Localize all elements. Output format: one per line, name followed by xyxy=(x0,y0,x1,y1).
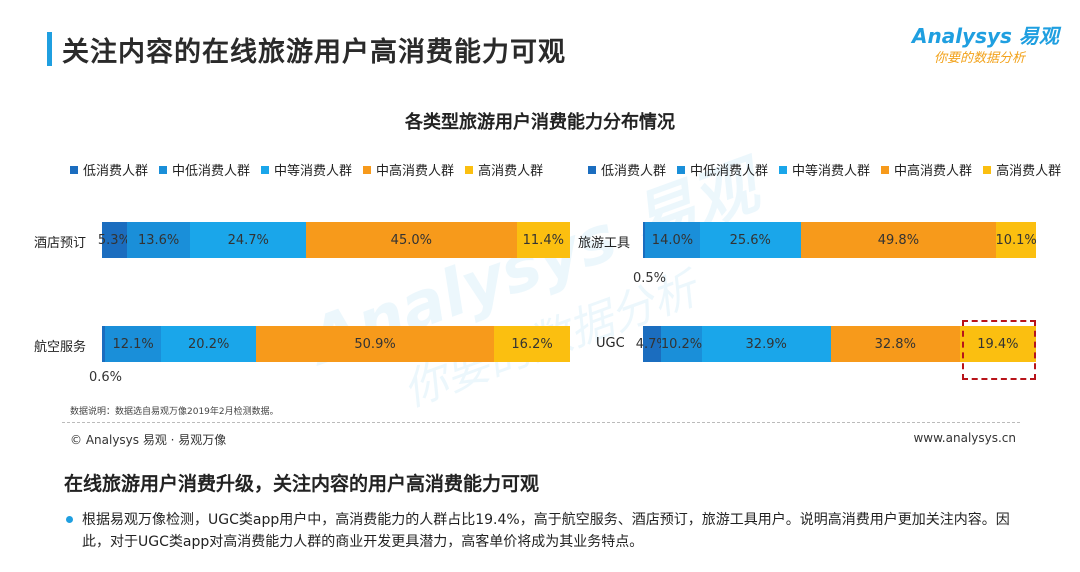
footer-divider xyxy=(62,422,1020,423)
legend-swatch-icon xyxy=(70,165,78,174)
brand-logo: Analysys 易观 你要的数据分析 xyxy=(912,20,1059,68)
bar-row: 5.3% 13.6% 24.7% 45.0% 11.4% xyxy=(98,222,570,258)
bar-row: 4.7% 10.2% 32.9% 32.8% 19.4% xyxy=(636,326,1036,362)
data-label: 10.1% xyxy=(995,232,1037,248)
bar-segment: 50.9% xyxy=(255,326,495,362)
bar-segment: 10.1% xyxy=(995,222,1037,258)
legend-item: 高消费人群 xyxy=(465,160,543,179)
bar-segment: 20.2% xyxy=(161,326,256,362)
bar-segment xyxy=(102,326,105,362)
legend-label: 中低消费人群 xyxy=(690,164,769,179)
legend-swatch-icon xyxy=(465,165,474,174)
legend-item: 中高消费人群 xyxy=(881,160,972,179)
legend-right: 低消费人群 中低消费人群 中等消费人群 中高消费人群 高消费人群 xyxy=(588,160,1072,179)
data-label: 4.7% xyxy=(635,336,669,352)
bar-segment: 14.0% xyxy=(644,222,700,258)
bar-segment: 4.7% xyxy=(636,326,669,362)
bar-segment: 49.8% xyxy=(800,222,997,258)
data-label: 0.5% xyxy=(633,271,667,286)
data-label: 32.9% xyxy=(745,336,787,352)
legend-item: 中等消费人群 xyxy=(779,160,870,179)
legend-label: 中等消费人群 xyxy=(274,164,353,179)
summary-bullet: 根据易观万像检测，UGC类app用户中，高消费能力的人群占比19.4%，高于航空… xyxy=(82,512,1010,550)
logo-main-text: Analysys 易观 xyxy=(912,24,1059,48)
data-note: 数据说明：数据选自易观万像2019年2月检测数据。 xyxy=(70,407,279,417)
data-label: 45.0% xyxy=(390,232,432,248)
bar-row: 14.0% 25.6% 49.8% 10.1% xyxy=(643,222,1037,258)
bar-segment xyxy=(643,222,645,258)
legend-label: 低消费人群 xyxy=(83,164,149,179)
data-label: 25.6% xyxy=(729,232,771,248)
bullet-icon xyxy=(66,516,73,523)
data-label: 19.4% xyxy=(977,336,1019,352)
data-label: 11.4% xyxy=(522,232,564,248)
bar-segment: 45.0% xyxy=(306,222,517,258)
category-label: UGC xyxy=(596,336,625,351)
legend-item: 中等消费人群 xyxy=(261,160,352,179)
watermark-logo: Analysys 易观 你要的数据分析 xyxy=(295,125,840,503)
data-label: 16.2% xyxy=(511,336,553,352)
legend-item: 中高消费人群 xyxy=(363,160,454,179)
category-label: 航空服务 xyxy=(34,340,87,355)
legend-label: 中高消费人群 xyxy=(376,164,455,179)
bar-segment: 32.8% xyxy=(830,326,960,362)
summary-title: 在线旅游用户消费升级，关注内容的用户高消费能力可观 xyxy=(64,473,540,495)
bar-segment: 13.6% xyxy=(126,222,191,258)
legend-label: 高消费人群 xyxy=(996,164,1062,179)
data-label: 10.2% xyxy=(660,336,703,352)
legend-swatch-icon xyxy=(159,165,168,174)
data-label: 12.1% xyxy=(112,336,154,352)
copyright-text: © Analysys 易观 · 易观万像 xyxy=(70,433,227,447)
bar-segment: 5.3% xyxy=(98,222,131,258)
data-label: 32.8% xyxy=(874,336,916,352)
legend-left: 低消费人群 中低消费人群 中等消费人群 中高消费人群 高消费人群 xyxy=(70,160,554,179)
legend-item: 低消费人群 xyxy=(588,160,666,179)
legend-swatch-icon xyxy=(363,165,372,174)
data-label: 49.8% xyxy=(877,232,920,248)
legend-label: 高消费人群 xyxy=(478,164,544,179)
legend-swatch-icon xyxy=(677,165,686,174)
bar-segment: 19.4% xyxy=(959,326,1036,362)
legend-item: 中低消费人群 xyxy=(677,160,768,179)
bar-segment: 11.4% xyxy=(516,222,570,258)
data-label: 5.3% xyxy=(97,232,131,248)
legend-item: 低消费人群 xyxy=(70,160,148,179)
bar-segment: 16.2% xyxy=(494,326,570,362)
legend-label: 中等消费人群 xyxy=(792,164,871,179)
chart-title: 各类型旅游用户消费能力分布情况 xyxy=(405,112,675,133)
legend-item: 中低消费人群 xyxy=(159,160,250,179)
bar-segment: 12.1% xyxy=(104,326,162,362)
bar-row: 12.1% 20.2% 50.9% 16.2% xyxy=(102,326,570,362)
website-link: www.analysys.cn xyxy=(913,431,1016,445)
legend-item: 高消费人群 xyxy=(983,160,1061,179)
bar-segment: 32.9% xyxy=(701,326,831,362)
category-label: 酒店预订 xyxy=(34,236,87,251)
category-label: 旅游工具 xyxy=(578,236,631,251)
legend-label: 中低消费人群 xyxy=(172,164,251,179)
legend-label: 中高消费人群 xyxy=(894,164,973,179)
data-label: 50.9% xyxy=(354,336,396,352)
title-accent-bar xyxy=(47,32,52,66)
legend-swatch-icon xyxy=(261,165,270,174)
data-label: 13.6% xyxy=(137,232,180,248)
data-label: 0.6% xyxy=(89,370,123,385)
highlight-box-ugc-high xyxy=(962,320,1036,380)
data-label: 20.2% xyxy=(188,336,230,352)
logo-slogan: 你要的数据分析 xyxy=(934,51,1026,66)
bar-segment: 25.6% xyxy=(699,222,801,258)
legend-swatch-icon xyxy=(588,165,596,174)
bar-segment: 24.7% xyxy=(190,222,307,258)
data-label: 14.0% xyxy=(651,232,694,248)
page-title: 关注内容的在线旅游用户高消费能力可观 xyxy=(62,37,566,68)
legend-swatch-icon xyxy=(983,165,992,174)
legend-swatch-icon xyxy=(779,165,788,174)
legend-swatch-icon xyxy=(881,165,890,174)
legend-label: 低消费人群 xyxy=(601,164,667,179)
bar-segment: 10.2% xyxy=(660,326,703,362)
data-label: 24.7% xyxy=(227,232,269,248)
